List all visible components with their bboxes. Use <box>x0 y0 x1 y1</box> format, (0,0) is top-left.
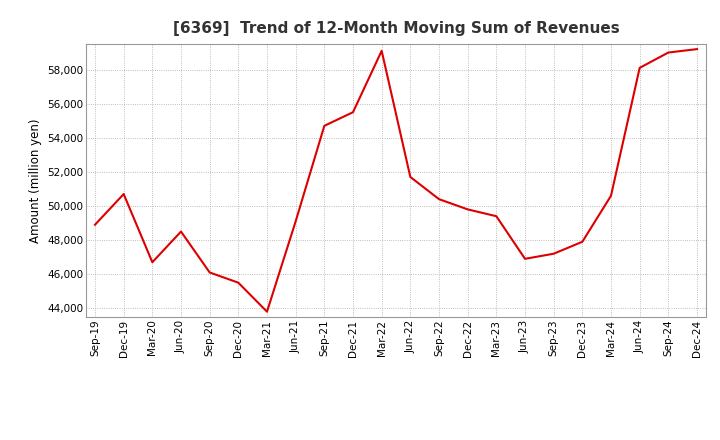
Y-axis label: Amount (million yen): Amount (million yen) <box>29 118 42 242</box>
Title: [6369]  Trend of 12-Month Moving Sum of Revenues: [6369] Trend of 12-Month Moving Sum of R… <box>173 21 619 36</box>
